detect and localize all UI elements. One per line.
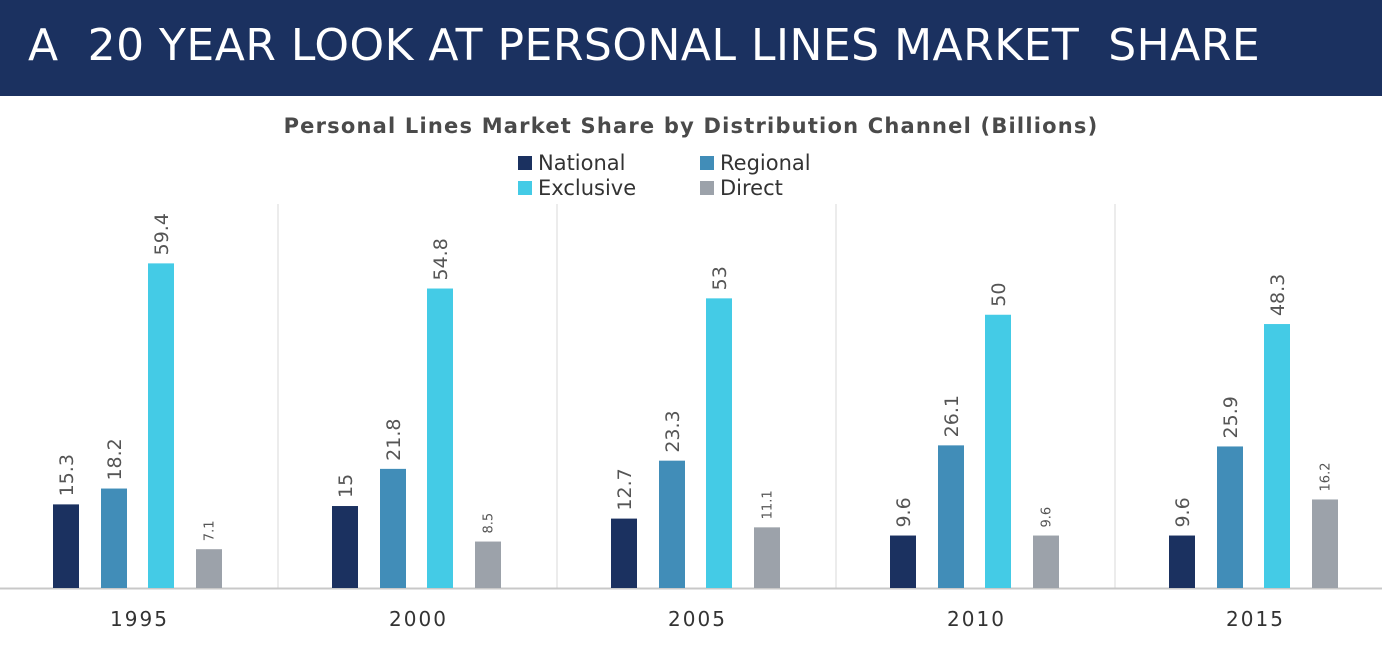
legend-label-national: National [538,151,626,175]
data-label-regional-2000: 21.8 [383,419,405,461]
bar-regional-1995 [101,488,127,588]
data-label-exclusive-2000: 54.8 [430,238,452,280]
data-label-regional-2010: 26.1 [941,395,963,437]
data-label-direct-2005: 11.1 [761,490,776,519]
data-label-exclusive-2010: 50 [988,283,1010,307]
legend-swatch-exclusive [518,181,532,195]
legend-item-exclusive: Exclusive [518,176,636,200]
legend-label-exclusive: Exclusive [538,176,637,200]
bar-direct-2005 [754,527,780,588]
legend-swatch-national [518,156,532,170]
page-title: A 20 YEAR LOOK AT PERSONAL LINES MARKET … [28,20,1261,71]
data-label-exclusive-2015: 48.3 [1267,274,1289,316]
legend-item-national: National [518,151,626,175]
x-tick-label-1995: 1995 [110,607,169,631]
x-tick-label-2000: 2000 [389,607,448,631]
data-label-direct-2015: 16.2 [1319,463,1334,492]
bar-exclusive-2010 [985,314,1011,588]
legend-label-regional: Regional [720,151,811,175]
bar-exclusive-1995 [148,263,174,588]
bar-national-2005 [611,518,637,588]
bar-exclusive-2015 [1264,324,1290,588]
legend-item-regional: Regional [700,151,811,175]
x-tick-label-2010: 2010 [947,607,1006,631]
bar-direct-2000 [475,541,501,588]
bar-direct-2010 [1033,535,1059,588]
data-label-direct-1995: 7.1 [203,521,218,542]
data-label-exclusive-2005: 53 [709,266,731,290]
bar-exclusive-2005 [706,298,732,588]
data-label-national-2010: 9.6 [893,497,915,527]
x-tick-label-2005: 2005 [668,607,727,631]
bar-exclusive-2000 [427,288,453,588]
bar-regional-2000 [380,468,406,588]
bar-national-2000 [332,506,358,588]
data-label-national-2015: 9.6 [1172,497,1194,527]
data-label-national-2000: 15 [335,474,357,498]
header-banner: A 20 YEAR LOOK AT PERSONAL LINES MARKET … [0,0,1382,96]
data-label-national-1995: 15.3 [56,454,78,496]
bar-direct-2015 [1312,499,1338,588]
bar-regional-2010 [938,445,964,588]
legend-swatch-regional [700,156,714,170]
x-tick-label-2015: 2015 [1226,607,1285,631]
data-label-regional-1995: 18.2 [104,438,126,480]
data-label-exclusive-1995: 59.4 [151,213,173,255]
legend-label-direct: Direct [720,176,783,200]
chart-title: Personal Lines Market Share by Distribut… [283,114,1099,138]
legend-swatch-direct [700,181,714,195]
data-label-direct-2010: 9.6 [1040,507,1055,528]
bar-regional-2015 [1217,446,1243,588]
bar-national-2015 [1169,535,1195,588]
bar-direct-1995 [196,549,222,588]
data-label-direct-2000: 8.5 [482,513,497,534]
bar-national-2010 [890,535,916,588]
data-label-regional-2005: 23.3 [662,410,684,452]
bar-national-1995 [53,504,79,588]
bar-regional-2005 [659,460,685,588]
data-label-national-2005: 12.7 [614,468,636,510]
data-label-regional-2015: 25.9 [1220,396,1242,438]
legend-item-direct: Direct [700,176,783,200]
